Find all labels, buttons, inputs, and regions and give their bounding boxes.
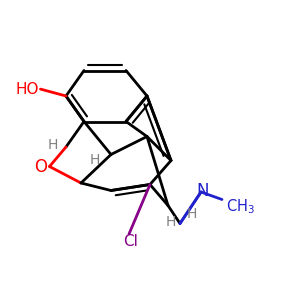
Text: N: N xyxy=(196,182,209,200)
Text: H: H xyxy=(187,208,197,221)
Text: CH$_3$: CH$_3$ xyxy=(226,198,254,216)
Text: H: H xyxy=(166,215,176,229)
Text: H: H xyxy=(89,153,100,167)
Text: H: H xyxy=(47,139,58,152)
Text: Cl: Cl xyxy=(123,234,138,249)
Text: HO: HO xyxy=(15,82,39,98)
Text: O: O xyxy=(34,158,48,175)
